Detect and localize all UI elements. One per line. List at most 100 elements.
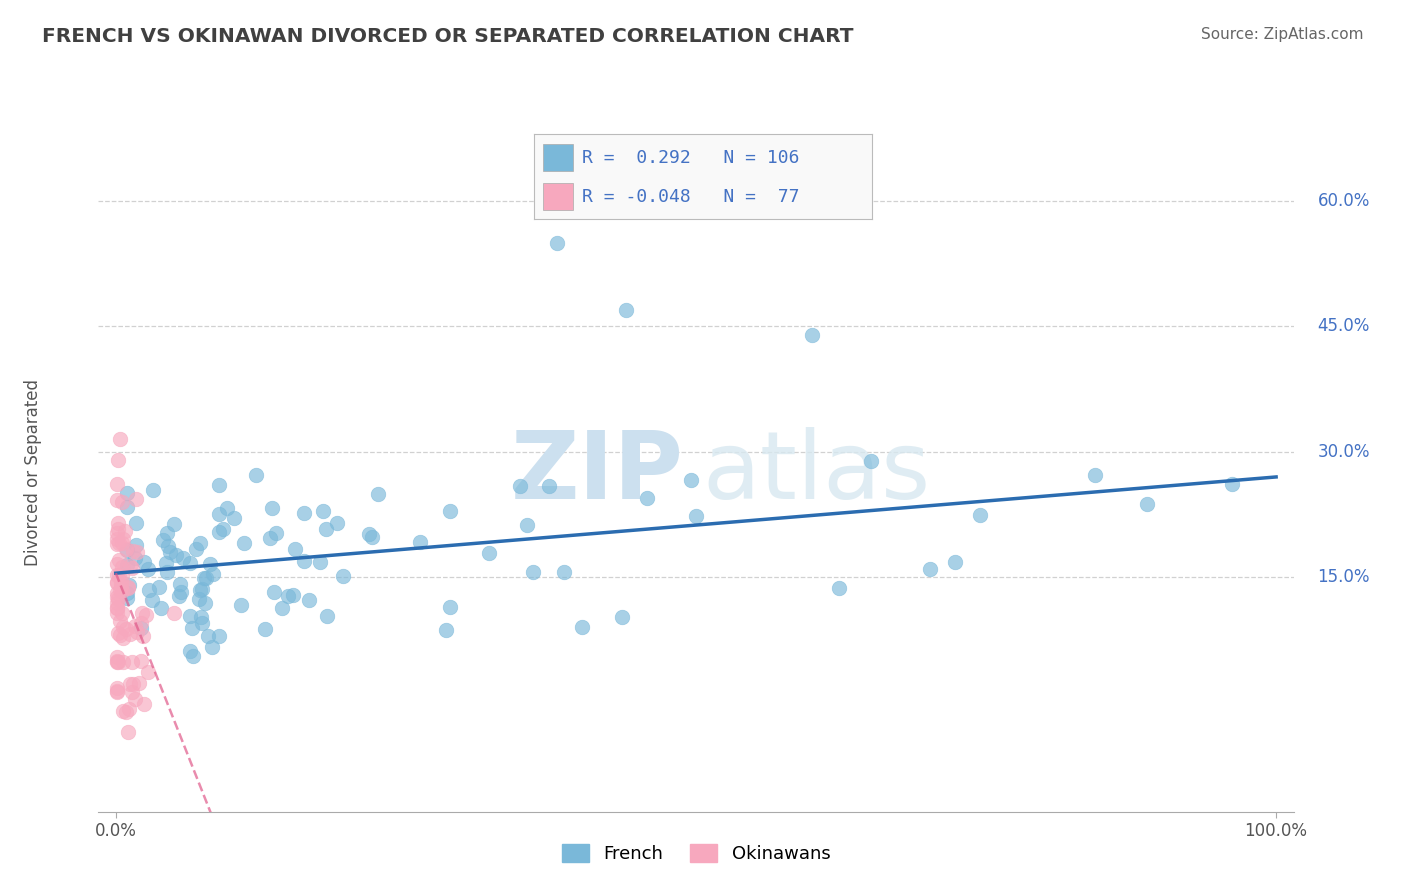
Point bbox=[110, 574, 132, 589]
Point bbox=[132, 555, 155, 569]
Point bbox=[546, 235, 568, 250]
Point bbox=[127, 545, 149, 559]
Point bbox=[509, 479, 531, 493]
Point bbox=[186, 542, 208, 557]
Point bbox=[105, 576, 128, 591]
Point bbox=[108, 615, 131, 629]
Point bbox=[259, 531, 281, 545]
Point bbox=[111, 583, 134, 598]
Point bbox=[111, 606, 134, 620]
Point bbox=[198, 558, 221, 572]
Point bbox=[142, 483, 165, 497]
Point bbox=[107, 516, 129, 530]
Point bbox=[124, 692, 146, 706]
Point bbox=[156, 525, 179, 540]
Point bbox=[117, 586, 139, 600]
Point bbox=[111, 535, 134, 549]
Point bbox=[138, 582, 160, 597]
Point bbox=[326, 516, 349, 531]
Point bbox=[105, 586, 128, 600]
Point bbox=[194, 596, 217, 610]
Point bbox=[614, 302, 637, 317]
Point bbox=[277, 589, 299, 603]
Point bbox=[112, 631, 135, 645]
Point bbox=[571, 620, 593, 634]
Point bbox=[105, 654, 128, 668]
Point bbox=[131, 607, 153, 621]
Point bbox=[179, 609, 201, 624]
Point bbox=[111, 560, 134, 574]
Point bbox=[117, 724, 139, 739]
Point bbox=[105, 568, 128, 582]
Point bbox=[155, 556, 177, 570]
Point bbox=[553, 565, 575, 579]
Point bbox=[114, 524, 136, 539]
Point bbox=[245, 468, 267, 483]
Point bbox=[332, 568, 354, 582]
Point bbox=[434, 623, 457, 637]
Point bbox=[159, 545, 181, 559]
Point bbox=[121, 561, 143, 575]
Point bbox=[945, 555, 967, 569]
Point bbox=[157, 539, 180, 553]
Point bbox=[129, 654, 152, 668]
Point bbox=[115, 623, 138, 637]
Text: 15.0%: 15.0% bbox=[1317, 568, 1369, 586]
Point bbox=[179, 556, 201, 570]
Point bbox=[208, 478, 231, 492]
Point bbox=[172, 550, 194, 565]
Point bbox=[315, 522, 337, 536]
Point bbox=[107, 655, 129, 669]
Point bbox=[169, 577, 191, 591]
Text: R =  0.292   N = 106: R = 0.292 N = 106 bbox=[582, 149, 799, 167]
Point bbox=[828, 581, 851, 595]
Point bbox=[108, 553, 131, 567]
Text: R = -0.048   N =  77: R = -0.048 N = 77 bbox=[582, 187, 799, 205]
Point bbox=[263, 584, 285, 599]
Point bbox=[215, 501, 238, 516]
Point bbox=[188, 536, 211, 550]
Point bbox=[156, 566, 179, 580]
FancyBboxPatch shape bbox=[543, 183, 574, 211]
Point bbox=[107, 591, 129, 606]
Point bbox=[367, 487, 389, 501]
Point bbox=[262, 501, 284, 516]
Point bbox=[208, 629, 231, 643]
Point bbox=[110, 579, 132, 593]
Point bbox=[193, 571, 215, 585]
Point bbox=[118, 677, 141, 691]
Point bbox=[308, 555, 330, 569]
Point bbox=[136, 665, 159, 679]
Point bbox=[111, 569, 134, 583]
Point bbox=[111, 704, 134, 718]
Point bbox=[292, 554, 315, 568]
Point bbox=[105, 685, 128, 699]
Point bbox=[181, 621, 204, 635]
Point bbox=[190, 610, 212, 624]
Point bbox=[163, 606, 186, 620]
Point bbox=[152, 533, 174, 547]
Point bbox=[208, 525, 231, 540]
Point bbox=[439, 600, 461, 615]
Point bbox=[124, 618, 146, 632]
Point bbox=[636, 491, 658, 505]
Point bbox=[117, 591, 139, 606]
Point bbox=[105, 681, 128, 695]
Point bbox=[125, 538, 148, 552]
Point bbox=[163, 516, 186, 531]
Point bbox=[117, 500, 139, 514]
Point bbox=[208, 507, 231, 521]
Point bbox=[128, 676, 150, 690]
Point bbox=[538, 479, 561, 493]
Point bbox=[141, 593, 163, 607]
Point bbox=[105, 558, 128, 572]
Point bbox=[129, 621, 152, 635]
Point bbox=[107, 522, 129, 536]
Point bbox=[125, 516, 148, 530]
Point bbox=[105, 525, 128, 540]
Point bbox=[124, 550, 146, 565]
Point bbox=[1136, 497, 1159, 511]
Point bbox=[212, 522, 235, 536]
Point bbox=[281, 589, 304, 603]
Point bbox=[105, 601, 128, 615]
